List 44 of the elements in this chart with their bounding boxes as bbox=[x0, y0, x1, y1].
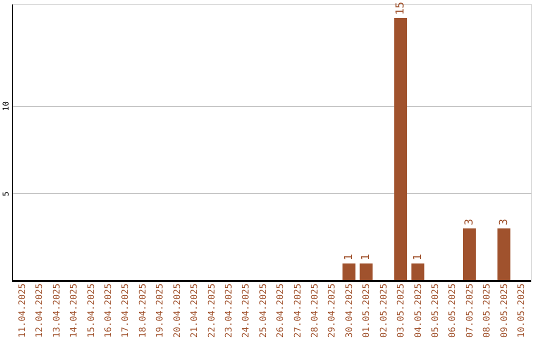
x-tick-label: 14.04.2025 bbox=[70, 284, 80, 338]
data-label: 15 bbox=[394, 2, 407, 16]
data-label: 1 bbox=[359, 254, 372, 260]
x-tick-label: 13.04.2025 bbox=[52, 284, 62, 338]
x-tick-label: 19.04.2025 bbox=[156, 284, 166, 338]
y-tick-label: 5 bbox=[2, 191, 10, 196]
x-tick-label: 24.04.2025 bbox=[242, 284, 252, 338]
x-tick-label: 29.04.2025 bbox=[328, 284, 338, 338]
y-tick-label: 10 bbox=[2, 101, 10, 112]
x-tick-label: 16.04.2025 bbox=[104, 284, 114, 338]
x-tick-label: 11.04.2025 bbox=[18, 284, 28, 338]
x-tick-label: 04.05.2025 bbox=[414, 284, 424, 338]
x-tick-label: 10.05.2025 bbox=[517, 284, 528, 338]
bar bbox=[411, 263, 424, 281]
x-tick-label: 01.05.2025 bbox=[362, 284, 372, 338]
x-tick-label: 15.04.2025 bbox=[86, 284, 97, 338]
x-tick-label: 25.04.2025 bbox=[258, 284, 269, 338]
bar bbox=[463, 228, 476, 281]
x-tick-label: 03.05.2025 bbox=[396, 284, 407, 338]
x-tick-label: 05.05.2025 bbox=[431, 284, 442, 338]
x-tick-label: 17.04.2025 bbox=[121, 284, 132, 338]
x-tick-label: 18.04.2025 bbox=[138, 284, 148, 338]
x-tick-label: 08.05.2025 bbox=[482, 284, 493, 338]
bar bbox=[497, 228, 510, 281]
x-tick-label: 12.04.2025 bbox=[35, 284, 46, 338]
x-tick-label: 21.04.2025 bbox=[190, 284, 200, 338]
x-tick-label: 20.04.2025 bbox=[172, 284, 183, 338]
data-label: 3 bbox=[462, 218, 476, 226]
bar bbox=[394, 18, 408, 281]
bar bbox=[360, 263, 373, 281]
x-tick-label: 26.04.2025 bbox=[276, 284, 286, 338]
data-label: 1 bbox=[342, 254, 355, 260]
x-tick-label: 07.05.2025 bbox=[465, 284, 476, 338]
bar bbox=[342, 263, 356, 281]
x-tick-label: 23.04.2025 bbox=[224, 284, 234, 338]
x-tick-label: 02.05.2025 bbox=[379, 284, 390, 338]
x-tick-label: 30.04.2025 bbox=[344, 284, 355, 338]
x-tick-label: 09.05.2025 bbox=[500, 284, 510, 338]
data-label: 3 bbox=[496, 218, 510, 226]
x-tick-label: 28.04.2025 bbox=[310, 284, 321, 338]
x-tick-label: 22.04.2025 bbox=[207, 284, 218, 338]
data-label: 1 bbox=[410, 254, 424, 260]
x-tick-label: 06.05.2025 bbox=[448, 284, 458, 338]
x-tick-label: 27.04.2025 bbox=[293, 284, 304, 338]
